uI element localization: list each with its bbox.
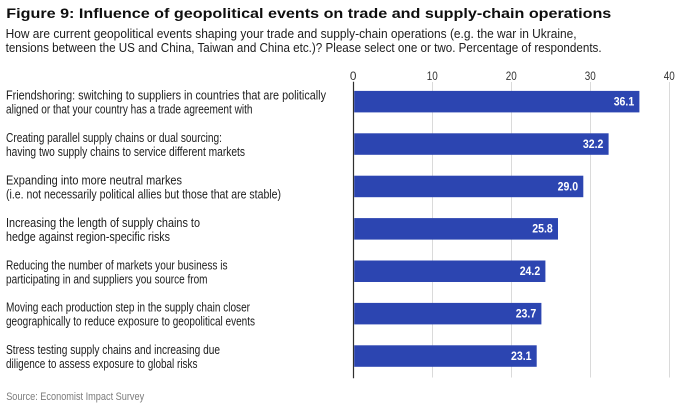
svg-text:having two supply chains to se: having two supply chains to service diff… xyxy=(6,144,245,159)
svg-text:29.0: 29.0 xyxy=(558,179,579,193)
svg-text:Expanding into more neutral ma: Expanding into more neutral markes xyxy=(6,173,182,188)
svg-text:0: 0 xyxy=(350,69,357,83)
svg-text:32.2: 32.2 xyxy=(583,137,604,151)
svg-text:20: 20 xyxy=(506,69,517,83)
svg-text:24.2: 24.2 xyxy=(520,264,541,278)
svg-text:23.7: 23.7 xyxy=(516,307,537,321)
svg-text:23.1: 23.1 xyxy=(511,349,532,363)
svg-text:Reducing the number of markets: Reducing the number of markets your busi… xyxy=(6,257,228,272)
svg-text:geographically to reduce expos: geographically to reduce exposure to geo… xyxy=(6,314,255,329)
svg-text:(i.e. not necessarily politica: (i.e. not necessarily political allies b… xyxy=(6,187,281,202)
svg-text:aligned or that your country h: aligned or that your country has a trade… xyxy=(6,102,253,117)
svg-text:25.8: 25.8 xyxy=(532,222,553,236)
svg-text:participating in and suppliers: participating in and suppliers you sourc… xyxy=(6,271,208,286)
svg-text:Moving each production step in: Moving each production step in the suppl… xyxy=(6,300,251,315)
svg-text:30: 30 xyxy=(585,69,596,83)
svg-text:hedge against region-specific: hedge against region-specific risks xyxy=(6,229,170,244)
svg-text:Source: Economist Impact Surve: Source: Economist Impact Survey xyxy=(6,391,144,403)
svg-text:Friendshoring: switching to su: Friendshoring: switching to suppliers in… xyxy=(6,88,326,103)
svg-text:10: 10 xyxy=(427,69,438,83)
svg-text:Figure 9: Influence of geopoli: Figure 9: Influence of geopolitical even… xyxy=(6,6,611,21)
svg-text:How are current geopolitical e: How are current geopolitical events shap… xyxy=(6,26,577,41)
svg-text:tensions between the US and Ch: tensions between the US and China, Taiwa… xyxy=(6,40,602,55)
svg-text:Stress testing supply chains a: Stress testing supply chains and increas… xyxy=(6,342,220,357)
svg-text:Creating parallel supply chain: Creating parallel supply chains or dual … xyxy=(6,130,222,145)
svg-text:40: 40 xyxy=(664,69,675,83)
svg-text:diligence to assess exposure t: diligence to assess exposure to global r… xyxy=(6,356,198,371)
svg-text:36.1: 36.1 xyxy=(614,95,635,109)
svg-text:Increasing the length of suppl: Increasing the length of supply chains t… xyxy=(6,215,200,230)
